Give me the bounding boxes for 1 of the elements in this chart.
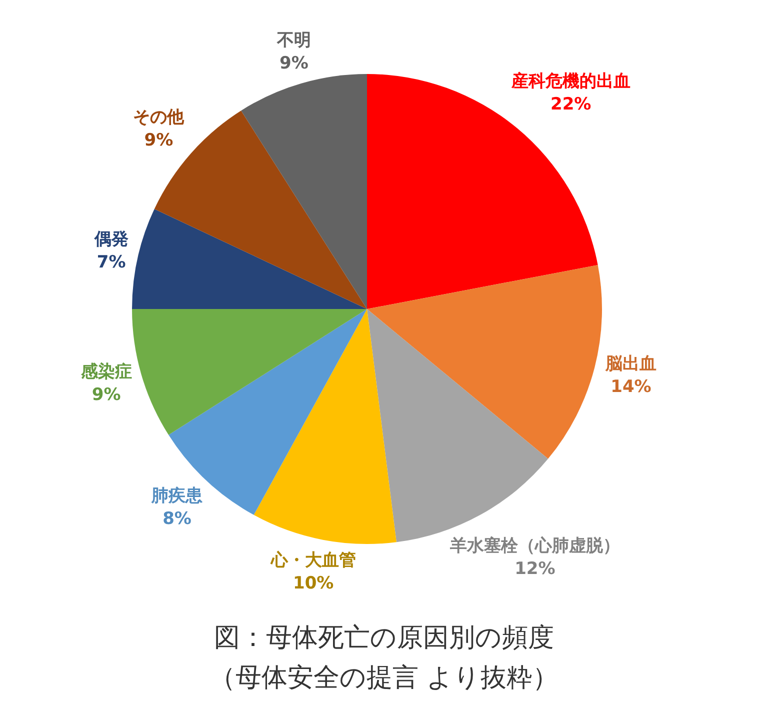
title: 図：母体死亡の原因別の頻度 bbox=[214, 623, 554, 653]
